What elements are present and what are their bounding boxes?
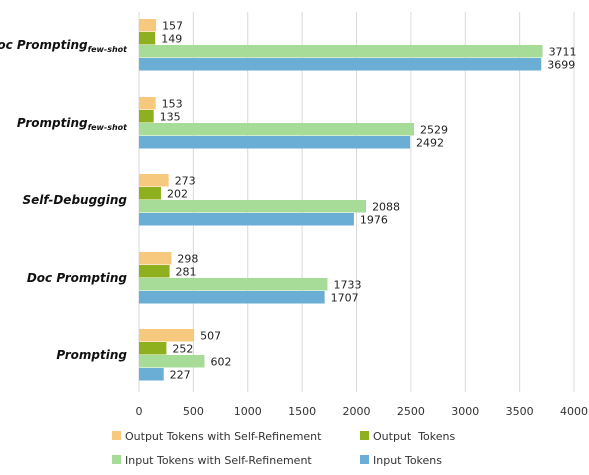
data-label: 153	[162, 98, 183, 111]
x-axis-ticks: 0 500 1000 1500 2000 2500 3000 3500 4000	[136, 405, 589, 418]
bar	[139, 187, 161, 200]
category-label: Prompting	[56, 348, 127, 362]
legend-swatch	[112, 455, 121, 464]
data-label: 1976	[360, 214, 388, 227]
bar	[139, 32, 156, 45]
data-label: 149	[161, 33, 182, 46]
data-label: 273	[175, 175, 196, 188]
bar	[139, 329, 195, 342]
bar	[139, 45, 543, 58]
bar	[139, 342, 167, 355]
data-label: 2088	[372, 201, 400, 214]
bar	[139, 136, 411, 149]
bar	[139, 291, 325, 304]
bar	[139, 58, 542, 71]
bar	[139, 368, 164, 381]
category-label: Doc Prompting	[27, 271, 128, 285]
data-label: 298	[177, 253, 198, 266]
x-tick-label: 3500	[506, 405, 534, 418]
legend-label: Input Tokens with Self-Refinement	[125, 454, 312, 467]
data-label: 3711	[549, 46, 577, 59]
data-label: 602	[210, 356, 231, 369]
category-label: Promptingfew-shot	[17, 116, 128, 132]
x-tick-label: 4000	[560, 405, 588, 418]
data-label: 2529	[420, 124, 448, 137]
data-label: 3699	[547, 59, 575, 72]
x-tick-label: 2000	[343, 405, 371, 418]
bar	[139, 97, 156, 110]
category-labels: Doc Promptingfew-shot Promptingfew-shot Se…	[0, 38, 128, 362]
bar	[139, 174, 169, 187]
bar	[139, 355, 205, 368]
data-label: 252	[172, 343, 193, 356]
x-tick-label: 1000	[234, 405, 262, 418]
legend-swatch	[360, 455, 369, 464]
bar	[139, 110, 154, 123]
legend-swatch	[112, 431, 121, 440]
data-label: 281	[176, 266, 197, 279]
legend-label: Output Tokens with Self-Refinement	[125, 430, 322, 443]
data-label: 2492	[416, 137, 444, 150]
x-tick-label: 500	[183, 405, 204, 418]
bar	[139, 123, 415, 136]
bar	[139, 265, 170, 278]
legend-label: Output Tokens	[373, 430, 456, 443]
x-tick-label: 3000	[451, 405, 479, 418]
data-label: 157	[162, 20, 183, 33]
legend-label: Input Tokens	[373, 454, 442, 467]
legend: Output Tokens with Self-Refinement Output…	[112, 430, 456, 467]
bar	[139, 213, 354, 226]
legend-swatch	[360, 431, 369, 440]
bar	[139, 200, 367, 213]
data-label: 1733	[333, 279, 361, 292]
category-label: Self-Debugging	[22, 193, 127, 207]
data-label: 202	[167, 188, 188, 201]
x-tick-label: 2500	[397, 405, 425, 418]
x-tick-label: 1500	[288, 405, 316, 418]
data-label: 507	[200, 330, 221, 343]
data-label: 1707	[331, 292, 359, 305]
bar	[139, 19, 157, 32]
x-tick-label: 0	[136, 405, 143, 418]
category-label: Doc Promptingfew-shot	[0, 38, 128, 54]
bar	[139, 278, 328, 291]
data-label: 227	[170, 369, 191, 382]
bar	[139, 252, 172, 265]
data-label: 135	[160, 111, 181, 124]
